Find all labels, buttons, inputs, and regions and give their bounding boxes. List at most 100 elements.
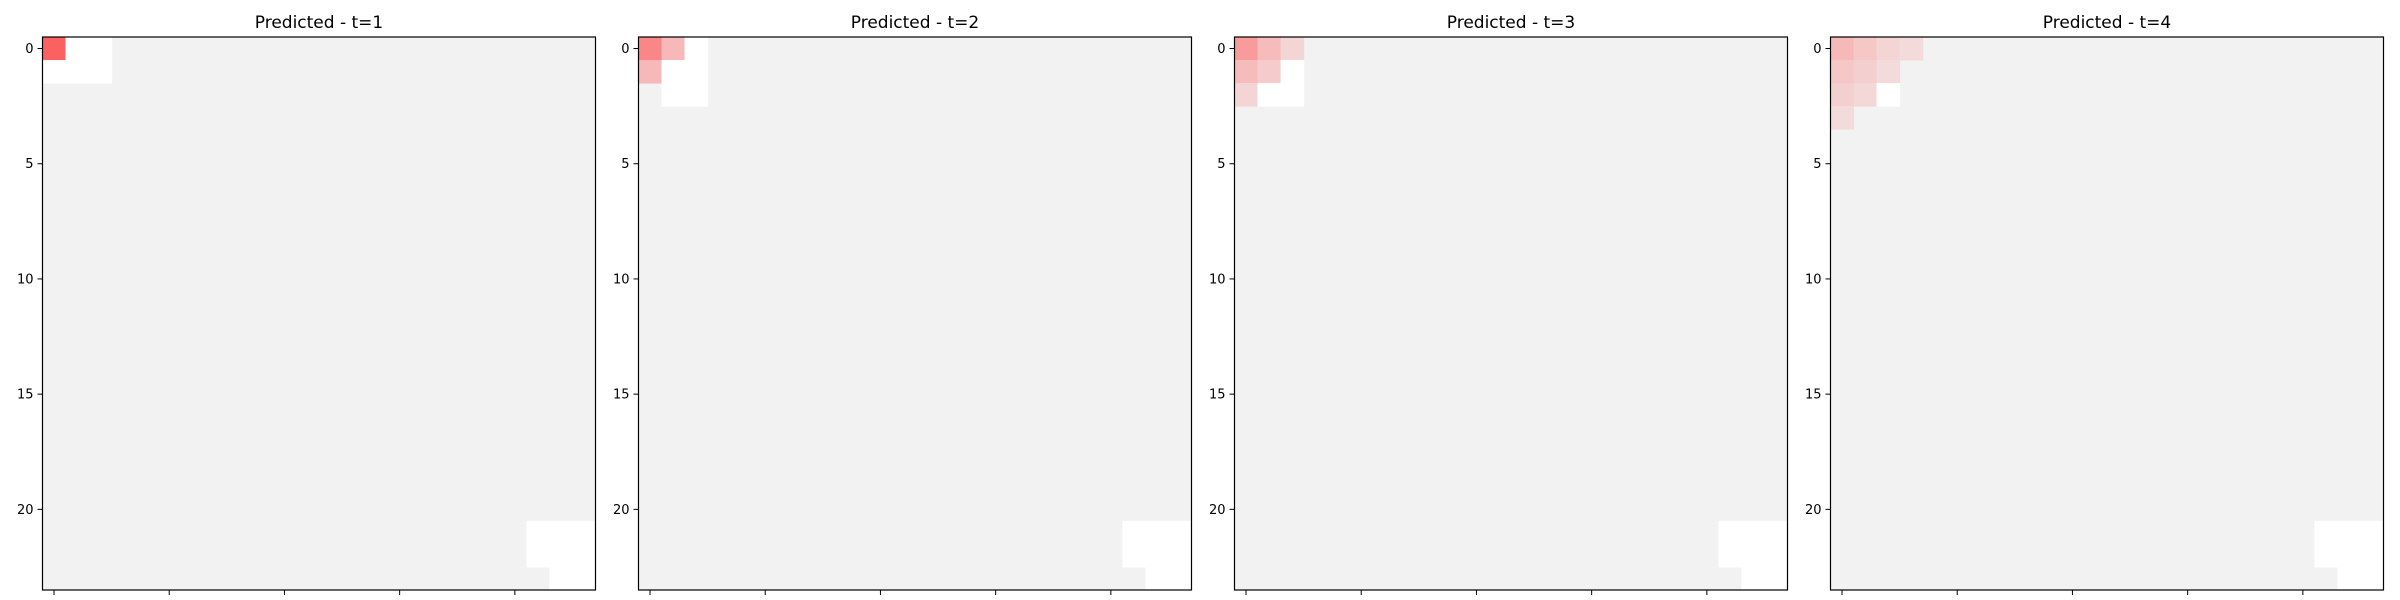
heatmap-cell bbox=[549, 520, 573, 545]
heatmap-cell bbox=[572, 566, 596, 591]
heatmap-cell bbox=[1830, 106, 1855, 130]
chart-title: Predicted - t=4 bbox=[2043, 13, 2171, 33]
heatmap-cell bbox=[1280, 60, 1305, 84]
heatmap-background bbox=[1830, 37, 2384, 590]
heatmap-cell bbox=[1234, 37, 1259, 61]
chart-title: Predicted - t=2 bbox=[851, 13, 979, 33]
heatmap-cell bbox=[572, 520, 596, 545]
heatmap-cell bbox=[661, 37, 686, 61]
heatmap-cell bbox=[1853, 60, 1878, 84]
heatmap-cell bbox=[1168, 543, 1192, 568]
heatmap-cell bbox=[1257, 37, 1282, 61]
axes-frame bbox=[1233, 36, 1789, 591]
heatmap-cell bbox=[1830, 60, 1855, 84]
heatmap-cell bbox=[1122, 520, 1146, 545]
chart-title: Predicted - t=1 bbox=[255, 13, 383, 33]
heatmap-cell bbox=[549, 566, 573, 591]
heatmap-cell bbox=[1718, 520, 1742, 545]
heatmap-cell bbox=[1830, 37, 1855, 61]
heatmap-cell bbox=[1145, 543, 1169, 568]
heatmap-panel-3: Predicted - t=30510152005101520 bbox=[1209, 13, 1789, 600]
heatmap-cell bbox=[42, 37, 67, 61]
heatmap-cell bbox=[1764, 566, 1788, 591]
heatmap-cell bbox=[2360, 520, 2384, 545]
heatmap-cell bbox=[1280, 83, 1305, 107]
heatmap-cell bbox=[2314, 543, 2338, 568]
heatmap-cell bbox=[2337, 566, 2361, 591]
heatmap-cell bbox=[1234, 60, 1259, 84]
heatmap-cell bbox=[1718, 543, 1742, 568]
heatmap-cell bbox=[638, 37, 663, 61]
y-tick-label: 5 bbox=[1217, 157, 1225, 172]
heatmap-cell bbox=[572, 543, 596, 568]
y-tick-label: 5 bbox=[621, 157, 629, 172]
heatmap-background bbox=[1234, 37, 1788, 590]
heatmap-cell bbox=[549, 543, 573, 568]
heatmap-cell bbox=[1899, 37, 1924, 61]
heatmap-cell bbox=[1234, 83, 1259, 107]
heatmap-cell bbox=[2360, 566, 2384, 591]
heatmap-cell bbox=[2337, 520, 2361, 545]
heatmap-cell bbox=[2314, 520, 2338, 545]
y-tick-label: 10 bbox=[17, 272, 34, 287]
heatmap-cell bbox=[1145, 566, 1169, 591]
heatmap-cell bbox=[1168, 566, 1192, 591]
heatmap-background bbox=[638, 37, 1192, 590]
heatmap-cell bbox=[1168, 520, 1192, 545]
heatmap-cell bbox=[65, 37, 90, 61]
heatmap-cell bbox=[526, 520, 550, 545]
heatmap-cell bbox=[88, 60, 113, 84]
heatmap-cell bbox=[2360, 543, 2384, 568]
heatmap-cell bbox=[1876, 37, 1901, 61]
heatmap-cell bbox=[1876, 83, 1901, 107]
heatmap-cell bbox=[1741, 566, 1765, 591]
heatmap-cell bbox=[1257, 83, 1282, 107]
heatmap-panel-1: Predicted - t=10510152005101520 bbox=[17, 13, 597, 600]
heatmap-cell bbox=[1280, 37, 1305, 61]
y-tick-label: 15 bbox=[1209, 388, 1226, 403]
heatmap-cell bbox=[661, 60, 686, 84]
heatmap-cell bbox=[1741, 543, 1765, 568]
heatmap-cell bbox=[526, 543, 550, 568]
y-tick-label: 0 bbox=[1813, 42, 1821, 57]
y-tick-label: 10 bbox=[1805, 272, 1822, 287]
y-tick-label: 10 bbox=[1209, 272, 1226, 287]
chart-title: Predicted - t=3 bbox=[1447, 13, 1575, 33]
y-tick-label: 15 bbox=[17, 388, 34, 403]
y-tick-label: 15 bbox=[613, 388, 630, 403]
y-tick-label: 20 bbox=[17, 503, 34, 518]
heatmap-cell bbox=[1122, 543, 1146, 568]
heatmap-cell bbox=[1876, 60, 1901, 84]
y-tick-label: 20 bbox=[1209, 503, 1226, 518]
heatmap-cell bbox=[684, 83, 709, 107]
y-tick-label: 0 bbox=[25, 42, 33, 57]
heatmap-cell bbox=[684, 60, 709, 84]
heatmap-cell bbox=[2337, 543, 2361, 568]
y-tick-label: 0 bbox=[621, 42, 629, 57]
heatmap-panel-2: Predicted - t=20510152005101520 bbox=[613, 13, 1193, 600]
heatmap-cell bbox=[661, 83, 686, 107]
y-tick-label: 5 bbox=[1813, 157, 1821, 172]
heatmap-cell bbox=[1853, 83, 1878, 107]
y-tick-label: 20 bbox=[1805, 503, 1822, 518]
heatmap-panel-4: Predicted - t=40510152005101520 bbox=[1805, 13, 2385, 600]
heatmap-cell bbox=[1853, 37, 1878, 61]
heatmap-cell bbox=[65, 60, 90, 84]
heatmap-cell bbox=[1741, 520, 1765, 545]
heatmap-cell bbox=[1830, 83, 1855, 107]
heatmap-cell bbox=[1145, 520, 1169, 545]
heatmap-cell bbox=[1764, 520, 1788, 545]
heatmap-cell bbox=[88, 37, 113, 61]
y-tick-label: 20 bbox=[613, 503, 630, 518]
heatmap-cell bbox=[638, 60, 663, 84]
axes-frame bbox=[1829, 36, 2385, 591]
heatmap-cell bbox=[684, 37, 709, 61]
heatmap-cell bbox=[1764, 543, 1788, 568]
y-tick-label: 10 bbox=[613, 272, 630, 287]
heatmap-background bbox=[42, 37, 596, 590]
y-tick-label: 0 bbox=[1217, 42, 1225, 57]
axes-frame bbox=[637, 36, 1193, 591]
heatmap-cell bbox=[42, 60, 67, 84]
axes-frame bbox=[41, 36, 597, 591]
